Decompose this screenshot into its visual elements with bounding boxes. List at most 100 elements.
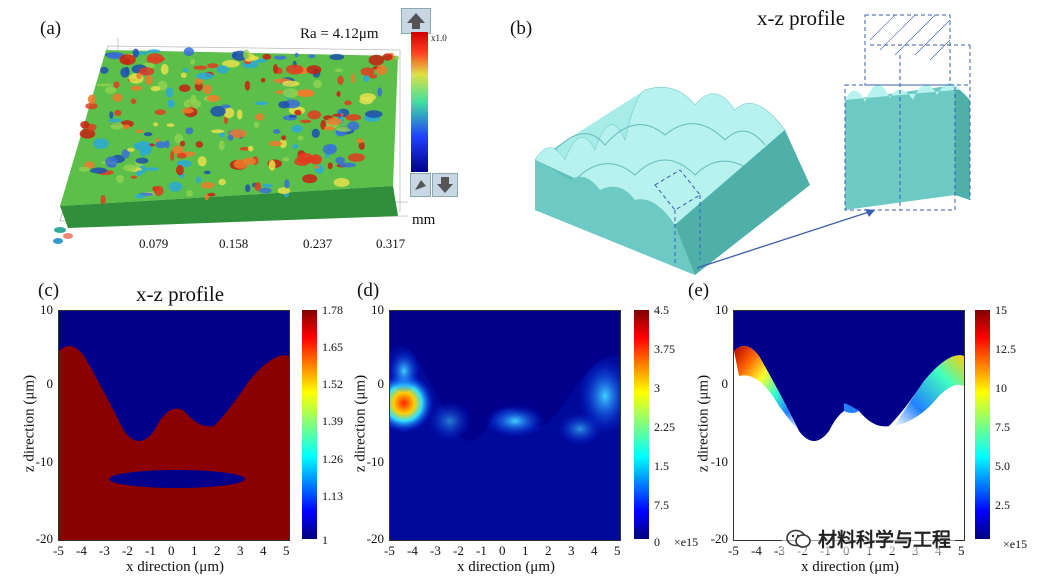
- surface-blotch: [197, 156, 207, 167]
- surface-blotch: [347, 121, 360, 131]
- surface-blotch: [239, 147, 251, 151]
- c-cbar-tick: 1.52: [322, 377, 343, 391]
- surface-blotch: [282, 157, 290, 162]
- a-tick: 0.237: [303, 236, 333, 251]
- scale-factor: x1.0: [431, 33, 447, 43]
- y-tick-label: 0: [46, 376, 54, 391]
- scale-down-button[interactable]: [432, 173, 458, 197]
- y-tick-label: 10: [371, 302, 384, 317]
- x-tick-label: 1: [522, 543, 529, 558]
- surface-blotch: [288, 114, 297, 118]
- surface-blotch: [313, 165, 320, 169]
- surface-blotch: [322, 144, 337, 155]
- surface-blotch: [207, 192, 216, 197]
- surface-blotch: [90, 167, 108, 174]
- height-colorbar: [411, 32, 428, 172]
- surface-blotch: [291, 125, 303, 133]
- surface-blotch: [350, 73, 355, 84]
- panel-b-label: (b): [510, 18, 533, 39]
- surface-blotch: [130, 98, 137, 105]
- surface-blotch: [247, 145, 254, 152]
- surface-blotch: [207, 63, 219, 69]
- reset-view-icon[interactable]: [410, 173, 431, 197]
- d-cbar-tick: 7.5: [654, 498, 669, 512]
- surface-blotch: [179, 84, 191, 92]
- surface-blotch: [254, 182, 262, 191]
- surface-blotch: [180, 72, 187, 78]
- surface-blotch: [195, 72, 214, 80]
- x-tick-label: 1: [191, 543, 198, 558]
- wechat-icon: [786, 529, 811, 548]
- surface-blotch: [93, 138, 109, 149]
- surface-blotch: [110, 122, 124, 130]
- x-axis-label: x direction (μm): [801, 559, 900, 575]
- colorbar-c: [302, 310, 317, 539]
- surface-blotch: [167, 99, 175, 108]
- surface-blotch: [348, 153, 365, 162]
- surface-blotch: [183, 47, 195, 57]
- x-tick-label: -2: [453, 543, 464, 558]
- surface-blotch: [155, 141, 167, 149]
- surface-blotch: [87, 94, 97, 105]
- surface-blotch: [119, 54, 136, 65]
- surface-blotch: [194, 77, 204, 85]
- surface-blotch: [222, 60, 240, 68]
- surface-block-illustration: [534, 14, 971, 275]
- x-tick-label: -5: [728, 543, 739, 558]
- surface-blotch: [242, 157, 256, 165]
- surface-blotch: [279, 138, 287, 149]
- surface-blotch: [116, 174, 125, 184]
- surface-blotch: [243, 49, 250, 60]
- surface-blotch: [80, 121, 90, 129]
- profile-map-c: [58, 310, 290, 541]
- d-cbar-tick: 4.5: [654, 303, 669, 317]
- surface-blotch: [165, 87, 174, 98]
- field-map-d: [389, 310, 621, 541]
- watermark: 材料科学与工程: [782, 523, 956, 554]
- x-tick-label: 2: [545, 543, 552, 558]
- surface-blotch: [106, 52, 125, 60]
- surface-blotch: [368, 54, 385, 66]
- surface-blotch: [283, 88, 299, 98]
- panel-e-label: (e): [688, 280, 710, 301]
- surface-blotch: [284, 179, 290, 189]
- surface-blotch: [182, 68, 189, 73]
- surface-blotch: [369, 74, 378, 79]
- surface-blotch: [268, 160, 276, 171]
- surface-blotch: [358, 141, 365, 150]
- surface-blotch: [206, 94, 220, 102]
- surface-blotch: [135, 157, 149, 164]
- surface-blotch: [223, 107, 235, 119]
- panel-a-unit: mm: [412, 212, 436, 228]
- surface-blotch: [133, 142, 140, 149]
- surface-blotch: [132, 48, 139, 58]
- surface-blotch: [273, 64, 278, 74]
- surface-blotch: [255, 113, 265, 121]
- surface-blotch: [105, 156, 118, 168]
- surface-blotch: [176, 165, 184, 176]
- roughness-value: Ra = 4.12μm: [300, 26, 379, 42]
- surface-blotch: [136, 170, 143, 177]
- scale-up-button[interactable]: [401, 8, 431, 34]
- surface-blotch: [244, 80, 251, 91]
- surface-blotch: [306, 65, 322, 75]
- surface-blotch: [360, 67, 375, 76]
- x-tick-label: -3: [99, 543, 110, 558]
- colorbar-d: [634, 310, 649, 539]
- x-tick-label: -5: [53, 543, 64, 558]
- surface-blotch: [121, 149, 130, 159]
- surface-blotch: [256, 58, 267, 63]
- y-axis-label: z direction (μm): [21, 374, 38, 472]
- e-cbar-tick: 10: [995, 381, 1007, 395]
- x-tick-label: -3: [430, 543, 441, 558]
- surface-blotch: [313, 79, 322, 89]
- surface-blotch: [195, 176, 202, 184]
- surface-blotch: [332, 113, 342, 117]
- surface-blotch: [138, 67, 155, 76]
- panel-d-label: (d): [357, 280, 380, 301]
- surface-blotch: [339, 162, 356, 168]
- surface-blotch: [337, 75, 344, 85]
- c-cbar-tick: 1.13: [322, 489, 343, 503]
- a-tick: 0.317: [376, 236, 406, 251]
- e-cbar-tick: 5.0: [995, 459, 1010, 473]
